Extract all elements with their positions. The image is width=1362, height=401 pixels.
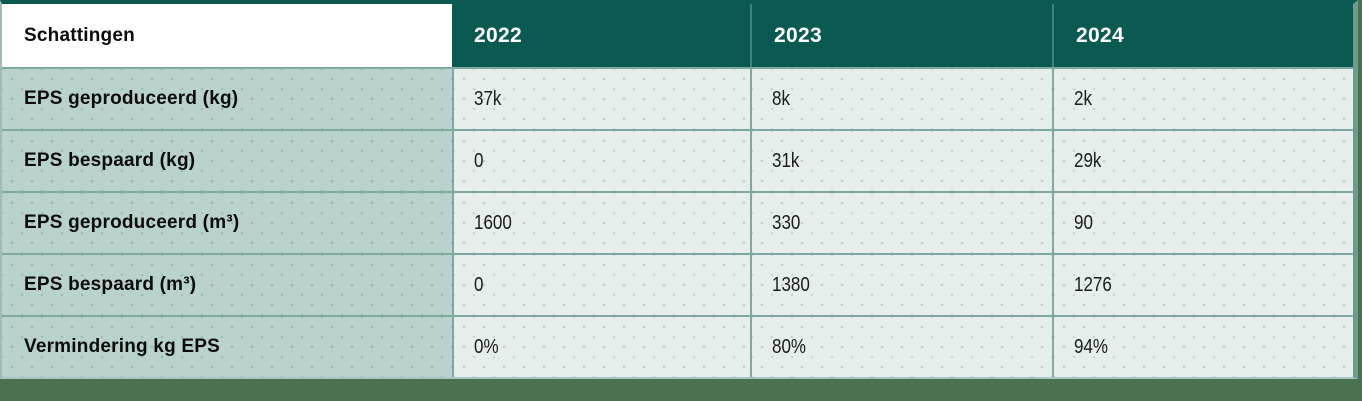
table-row: EPS bespaard (kg) 0 31k 29k: [2, 129, 1353, 191]
table-row: EPS geproduceerd (m³) 1600 330 90: [2, 191, 1353, 253]
row-label: EPS bespaard (m³): [2, 253, 452, 315]
column-header-2023: 2023: [750, 4, 1052, 67]
table-row: EPS bespaard (m³) 0 1380 1276: [2, 253, 1353, 315]
year-label: 2022: [474, 23, 522, 47]
table-cell: 1600: [452, 191, 750, 253]
table-row: Vermindering kg EPS 0% 80% 94%: [2, 315, 1353, 377]
column-header-2024: 2024: [1052, 4, 1353, 67]
table-row: EPS geproduceerd (kg) 37k 8k 2k: [2, 67, 1353, 129]
row-label: EPS bespaard (kg): [2, 129, 452, 191]
table-cell: 1276: [1052, 253, 1353, 315]
table-cell: 330: [750, 191, 1052, 253]
table-title-cell: Schattingen: [2, 4, 452, 67]
table-cell: 0: [452, 129, 750, 191]
estimates-table: Schattingen 2022 2023 2024 EPS geproduce…: [0, 0, 1358, 379]
year-label: 2024: [1076, 23, 1124, 47]
table-cell: 90: [1052, 191, 1353, 253]
table-cell: 37k: [452, 67, 750, 129]
table-cell: 0%: [452, 315, 750, 377]
row-label: EPS geproduceerd (kg): [2, 67, 452, 129]
table-cell: 80%: [750, 315, 1052, 377]
row-label: Vermindering kg EPS: [2, 315, 452, 377]
table-cell: 94%: [1052, 315, 1353, 377]
table-cell: 31k: [750, 129, 1052, 191]
table-header-row: Schattingen 2022 2023 2024: [2, 4, 1353, 67]
table-cell: 0: [452, 253, 750, 315]
year-label: 2023: [774, 23, 822, 47]
table-title: Schattingen: [24, 24, 135, 46]
table-cell: 29k: [1052, 129, 1353, 191]
row-label: EPS geproduceerd (m³): [2, 191, 452, 253]
bottom-green-bar: [0, 379, 1362, 401]
table-cell: 2k: [1052, 67, 1353, 129]
column-header-2022: 2022: [452, 4, 750, 67]
table-cell: 1380: [750, 253, 1052, 315]
table-cell: 8k: [750, 67, 1052, 129]
